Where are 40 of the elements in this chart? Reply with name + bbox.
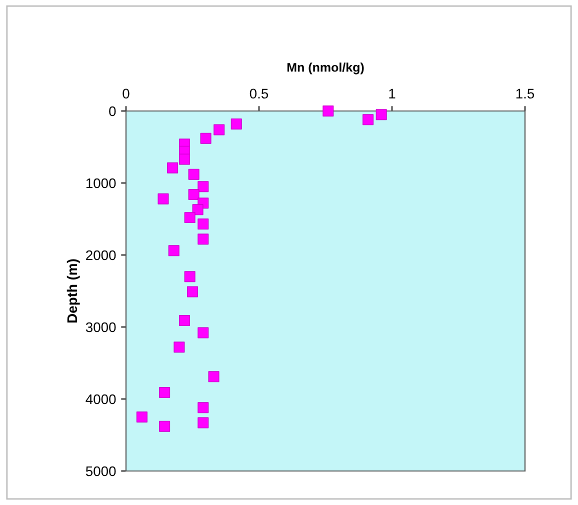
y-axis-title: Depth (m)	[66, 259, 80, 322]
point	[159, 387, 170, 398]
y-tick-label: 4000	[86, 394, 116, 404]
point	[200, 132, 212, 144]
y-tick-label: 2000	[86, 250, 116, 260]
x-axis-title: Mn (nmol/kg)	[287, 62, 364, 74]
point	[159, 420, 170, 432]
point	[174, 342, 185, 353]
point	[198, 234, 209, 245]
point	[208, 371, 220, 382]
point	[179, 315, 190, 326]
point	[198, 181, 209, 192]
y-tick-label: 1000	[86, 178, 116, 188]
point	[198, 402, 209, 414]
point	[322, 106, 334, 116]
point	[187, 286, 198, 298]
x-tick-label: 1	[389, 88, 396, 98]
point	[230, 118, 242, 130]
point	[136, 412, 148, 422]
x-tick-label: 1.5	[516, 88, 534, 99]
point	[184, 271, 196, 282]
point	[168, 245, 180, 256]
point	[184, 212, 196, 224]
point	[158, 193, 169, 204]
y-tick-label: 0	[109, 106, 116, 116]
x-tick-label: 0	[122, 88, 130, 99]
y-tick-label: 5000	[86, 466, 116, 476]
point	[179, 154, 190, 165]
point	[198, 327, 209, 338]
point	[188, 189, 200, 200]
point	[362, 114, 374, 126]
point	[167, 162, 178, 174]
x-tick-label: 0.5	[250, 88, 268, 99]
y-tick-label: 3000	[86, 322, 116, 332]
point	[198, 417, 209, 428]
point	[192, 204, 204, 216]
point	[376, 109, 387, 120]
point	[214, 124, 225, 136]
point	[188, 168, 200, 180]
point	[198, 218, 209, 230]
